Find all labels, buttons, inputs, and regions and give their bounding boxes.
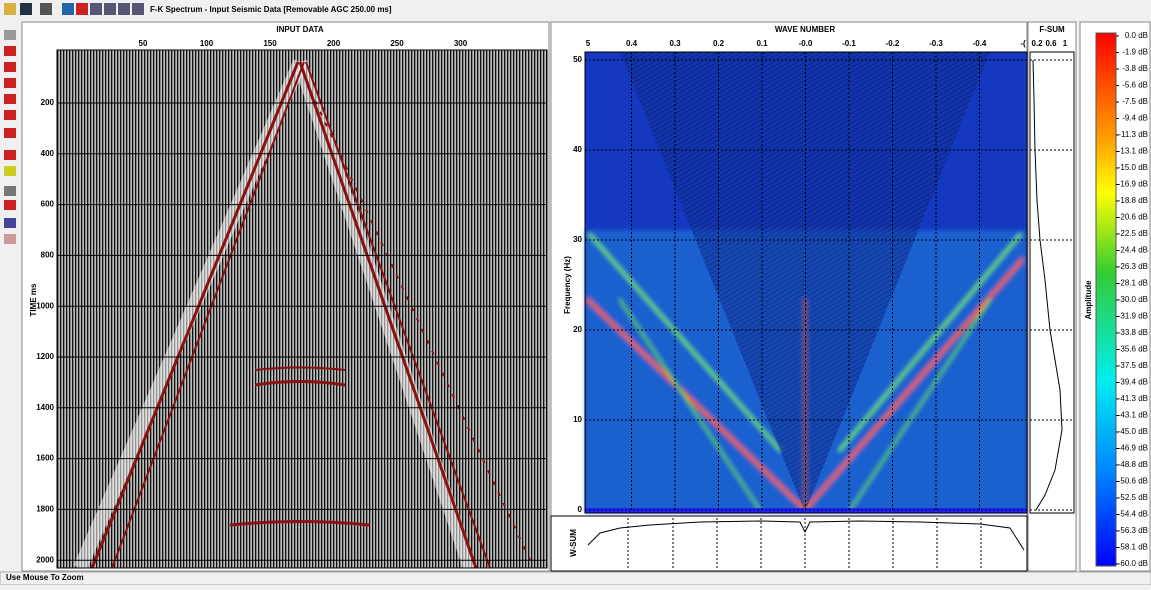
fk-y-label: Frequency (Hz) <box>563 256 572 314</box>
y-tick-label: 2000 <box>36 555 54 564</box>
x-tick-label: 0.3 <box>669 39 681 48</box>
y-tick-label: 200 <box>41 98 55 107</box>
y-tick-label: 10 <box>573 415 582 424</box>
colorbar-label: -39.4 dB <box>1118 378 1148 387</box>
colorbar-label: -22.5 dB <box>1118 229 1148 238</box>
colorbar-label: -13.1 dB <box>1118 147 1148 156</box>
colorbar-label: -33.8 dB <box>1118 328 1148 337</box>
x-tick-label: 300 <box>454 39 468 48</box>
wsum-title: W-SUM <box>569 529 578 557</box>
status-text: Use Mouse To Zoom <box>6 573 84 582</box>
colorbar-label: -16.9 dB <box>1118 180 1148 189</box>
y-tick-label: 30 <box>573 235 582 244</box>
colorbar-label: -7.5 dB <box>1122 97 1148 106</box>
fk-title: WAVE NUMBER <box>775 25 836 34</box>
colorbar-label: -50.6 dB <box>1118 477 1148 486</box>
x-tick-label: 200 <box>327 39 341 48</box>
colorbar-label: -15.0 dB <box>1118 163 1148 172</box>
colorbar-label: -54.4 dB <box>1118 510 1148 519</box>
y-tick-label: 400 <box>41 149 55 158</box>
window-title: F-K Spectrum - Input Seismic Data [Remov… <box>150 5 392 14</box>
colorbar-label: 0.0 dB <box>1125 31 1148 40</box>
colorbar-label: -58.1 dB <box>1118 543 1148 552</box>
wsum-panel <box>551 516 1027 571</box>
colorbar-label: -41.3 dB <box>1118 394 1148 403</box>
x-tick-label: 100 <box>200 39 214 48</box>
x-tick-label: 0.2 <box>713 39 725 48</box>
x-tick-label: -( <box>1020 39 1026 48</box>
colorbar-label: -26.3 dB <box>1118 262 1148 271</box>
y-tick-label: 0 <box>578 505 583 514</box>
colorbar-label: -3.8 dB <box>1122 64 1148 73</box>
colorbar-label: -31.9 dB <box>1118 312 1148 321</box>
screen: F-K Spectrum - Input Seismic Data [Remov… <box>0 0 1151 585</box>
colorbar-label: -30.0 dB <box>1118 295 1148 304</box>
x-tick-label: 5 <box>586 39 591 48</box>
colorbar-label: -56.3 dB <box>1118 526 1148 535</box>
fsum-panel <box>1028 22 1076 571</box>
x-tick-label: 0.6 <box>1045 39 1057 48</box>
x-tick-label: -0.1 <box>842 39 856 48</box>
x-tick-label: 0.4 <box>626 39 638 48</box>
input-title: INPUT DATA <box>276 25 323 34</box>
colorbar-label: -37.5 dB <box>1118 361 1148 370</box>
fsum-title: F-SUM <box>1039 25 1065 34</box>
colorbar-label: -60.0 dB <box>1118 559 1148 568</box>
y-tick-label: 1800 <box>36 505 54 514</box>
input-y-label: TIME ms <box>29 283 38 316</box>
x-tick-label: -0.2 <box>886 39 900 48</box>
y-tick-label: 40 <box>573 145 582 154</box>
x-tick-label: 150 <box>263 39 277 48</box>
colorbar-label: -45.0 dB <box>1118 427 1148 436</box>
colorbar-label: -24.4 dB <box>1118 246 1148 255</box>
colorbar <box>1096 33 1116 566</box>
colorbar-label: -5.6 dB <box>1122 81 1148 90</box>
y-tick-label: 1200 <box>36 352 54 361</box>
colorbar-label: -18.8 dB <box>1118 196 1148 205</box>
colorbar-label: -28.1 dB <box>1118 279 1148 288</box>
colorbar-label: -11.3 dB <box>1118 130 1148 139</box>
status-bar <box>0 572 1151 585</box>
y-tick-label: 50 <box>573 55 582 64</box>
colorbar-label: -1.9 dB <box>1122 48 1148 57</box>
colorbar-label: -48.8 dB <box>1118 460 1148 469</box>
x-tick-label: -0.3 <box>929 39 943 48</box>
y-tick-label: 20 <box>573 325 582 334</box>
colorbar-label: -35.6 dB <box>1118 345 1148 354</box>
colorbar-label: -20.6 dB <box>1118 213 1148 222</box>
x-tick-label: 0.1 <box>756 39 768 48</box>
x-tick-label: -0.4 <box>973 39 987 48</box>
colorbar-label: -52.5 dB <box>1118 493 1148 502</box>
x-tick-label: 1 <box>1063 39 1068 48</box>
colorbar-label: -9.4 dB <box>1122 114 1148 123</box>
x-tick-label: -0.0 <box>799 39 813 48</box>
colorbar-label: -46.9 dB <box>1118 444 1148 453</box>
x-tick-label: 0.2 <box>1031 39 1043 48</box>
colorbar-label: -43.1 dB <box>1118 411 1148 420</box>
y-tick-label: 800 <box>41 251 55 260</box>
y-tick-label: 1400 <box>36 403 54 412</box>
colorbar-title: Amplitude <box>1084 280 1093 320</box>
x-tick-label: 50 <box>139 39 148 48</box>
toolbar-buttons[interactable] <box>4 3 144 15</box>
y-tick-label: 1600 <box>36 454 54 463</box>
x-tick-label: 250 <box>390 39 404 48</box>
y-tick-label: 600 <box>41 200 55 209</box>
y-tick-label: 1000 <box>36 301 54 310</box>
seismic-traces <box>57 50 547 568</box>
side-toolbar[interactable] <box>4 30 16 244</box>
app: F-K Spectrum - Input Seismic Data [Remov… <box>0 0 1151 585</box>
